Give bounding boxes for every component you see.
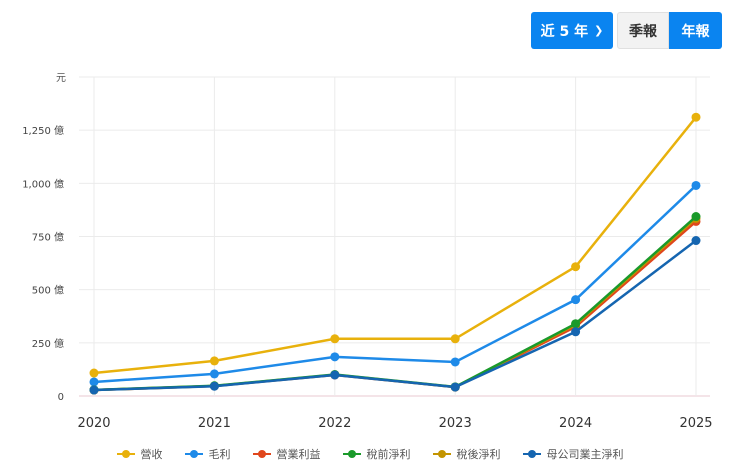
data-point-母公司業主淨利	[89, 385, 99, 395]
legend-marker-icon	[116, 450, 135, 458]
legend-marker-icon	[432, 450, 451, 458]
legend-label: 稅後淨利	[456, 448, 501, 461]
legend-item[interactable]: 稅前淨利	[342, 446, 411, 462]
range-dropdown[interactable]: 近 5 年 ❯	[531, 12, 613, 49]
unit-label: 元	[56, 73, 66, 84]
data-point-母公司業主淨利	[209, 381, 219, 391]
data-point-母公司業主淨利	[330, 370, 340, 380]
series-line-營收	[93, 116, 697, 375]
data-point-毛利	[330, 352, 340, 362]
data-point-營收	[330, 334, 340, 344]
chevron-down-icon: ❯	[594, 24, 604, 37]
legend-label: 營業利益	[276, 448, 321, 461]
data-point-母公司業主淨利	[691, 236, 701, 246]
range-label: 近 5 年	[540, 23, 589, 40]
y-tick-label: 0	[58, 392, 64, 403]
y-tick-label: 1,250 億	[22, 124, 64, 137]
legend-item[interactable]: 毛利	[184, 446, 231, 462]
x-tick-label: 2020	[77, 416, 110, 431]
data-point-毛利	[691, 180, 701, 190]
data-point-營收	[450, 334, 460, 344]
legend-label: 母公司業主淨利	[546, 448, 624, 461]
y-tick-label: 500 億	[32, 284, 64, 297]
series-line-毛利	[93, 184, 697, 384]
legend-label: 稅前淨利	[366, 448, 411, 461]
x-tick-label: 2023	[439, 416, 472, 431]
legend-marker-icon	[184, 450, 203, 458]
x-tick-label: 2022	[318, 416, 351, 431]
legend-marker-icon	[252, 450, 271, 458]
data-point-稅前淨利	[571, 319, 581, 329]
data-point-母公司業主淨利	[571, 327, 581, 337]
legend-item[interactable]: 稅後淨利	[432, 446, 501, 462]
legend-item[interactable]: 營收	[116, 446, 163, 462]
data-point-毛利	[209, 369, 219, 379]
data-point-毛利	[571, 295, 581, 305]
x-tick-label: 2025	[679, 416, 712, 431]
y-tick-label: 1,000 億	[22, 177, 64, 190]
legend: 營收 毛利 營業利益 稅前淨利 稅後淨利 母公司業主淨利	[0, 446, 740, 462]
data-point-毛利	[450, 357, 460, 367]
x-tick-label: 2021	[198, 416, 231, 431]
data-point-稅前淨利	[691, 212, 701, 222]
data-point-營收	[571, 262, 581, 272]
data-point-母公司業主淨利	[450, 382, 460, 392]
legend-item[interactable]: 母公司業主淨利	[522, 446, 624, 462]
data-point-營收	[209, 356, 219, 366]
series-line-母公司業主淨利	[93, 239, 697, 392]
legend-marker-icon	[522, 450, 541, 458]
y-tick-label: 250 億	[32, 337, 64, 350]
quarterly-button[interactable]: 季報	[617, 12, 669, 49]
data-point-毛利	[89, 377, 99, 387]
x-tick-label: 2024	[559, 416, 592, 431]
y-tick-label: 750 億	[32, 231, 64, 244]
legend-label: 毛利	[208, 448, 231, 461]
legend-label: 營收	[140, 448, 163, 461]
legend-item[interactable]: 營業利益	[252, 446, 321, 462]
annual-button[interactable]: 年報	[669, 12, 722, 49]
data-point-營收	[691, 112, 701, 122]
data-point-營收	[89, 368, 99, 378]
legend-marker-icon	[342, 450, 361, 458]
